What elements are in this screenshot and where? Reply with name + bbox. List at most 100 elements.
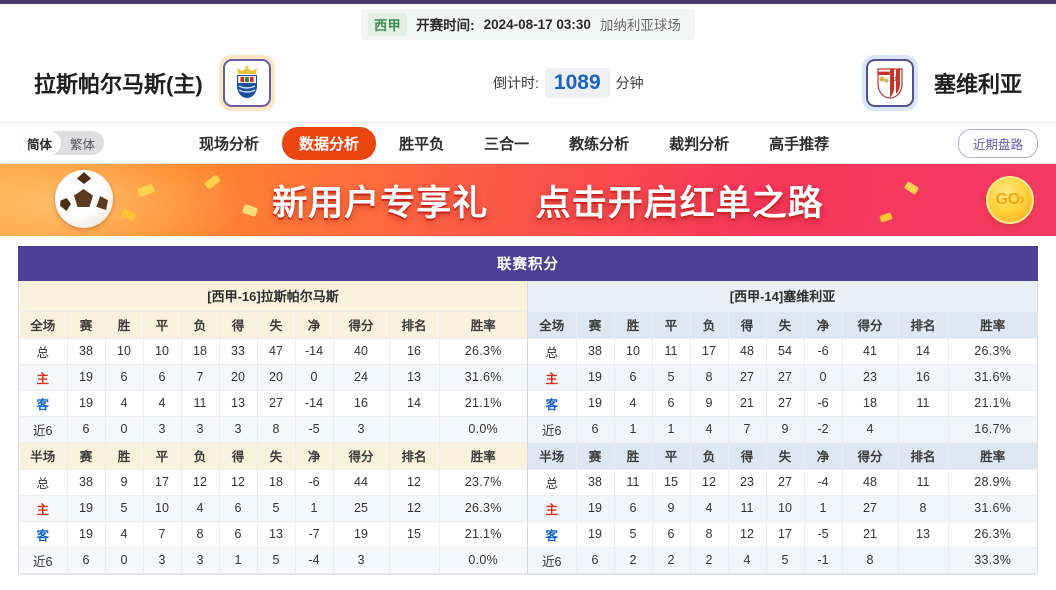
home-team-name: 拉斯帕尔马斯(主) <box>34 72 203 97</box>
column-header-cell: 负 <box>690 311 729 339</box>
content-area: 联赛积分 [西甲-16]拉斯帕尔马斯 全场赛胜平负得失净得分 排名 胜率总 38 10 10… <box>0 236 1056 575</box>
countdown-value: 1089 <box>544 68 610 98</box>
stat-cell: 16 <box>389 338 440 365</box>
table-row: 主 19 6 5 8 27 27 0 23 16 31.6% <box>528 364 1037 391</box>
column-header-cell: 净 <box>804 442 843 470</box>
stat-cell: 23 <box>842 364 899 391</box>
stat-cell: 38 <box>67 338 106 365</box>
stat-cell: 1 <box>804 495 843 522</box>
column-header-cell: 半场 <box>528 442 577 470</box>
stat-cell: 6 <box>67 416 106 443</box>
stat-cell: 13 <box>898 521 949 548</box>
column-header-cell: 胜 <box>614 442 653 470</box>
stat-cell: 5 <box>257 547 296 574</box>
column-header-cell: 赛 <box>67 311 106 339</box>
match-info-pill: 西甲 开赛时间: 2024-08-17 03:30 加纳利亚球场 <box>361 8 695 40</box>
stat-cell: 13 <box>257 521 296 548</box>
stat-cell: 9 <box>766 416 805 443</box>
home-team-block[interactable]: 拉斯帕尔马斯(主) <box>34 55 275 111</box>
stat-cell: 27 <box>257 390 296 417</box>
away-team-block[interactable]: ɗ 塞维利亚 <box>861 55 1022 111</box>
stat-cell: 15 <box>652 469 691 496</box>
stat-cell: 18 <box>181 338 220 365</box>
row-label-cell: 主 <box>528 495 577 522</box>
home-team-crest-icon <box>218 55 275 111</box>
stat-cell <box>898 547 949 574</box>
table-row: 客 19 4 6 9 21 27 -6 18 11 21.1% <box>528 390 1037 417</box>
stat-cell: 6 <box>614 495 653 522</box>
stat-cell: 4 <box>728 547 767 574</box>
stat-cell: 10 <box>143 338 182 365</box>
stat-cell: 2 <box>652 547 691 574</box>
column-header-cell: 排名 <box>898 442 949 470</box>
column-header-cell: 净 <box>295 442 334 470</box>
row-label-cell: 近6 <box>528 547 577 574</box>
stat-cell: 6 <box>105 364 144 391</box>
stat-cell: 27 <box>766 469 805 496</box>
tab-live-analysis[interactable]: 现场分析 <box>199 135 260 153</box>
stat-cell: 4 <box>842 416 899 443</box>
recent-odds-button[interactable]: 近期盘路 <box>957 128 1038 158</box>
column-header-cell: 平 <box>652 311 691 339</box>
stat-cell: 17 <box>766 521 805 548</box>
table-row: 总 38 10 11 17 48 54 -6 41 14 26.3% <box>528 338 1037 365</box>
table-row: 总 38 9 17 12 12 18 -6 44 12 23.7% <box>19 469 527 496</box>
soccer-ball-icon <box>55 170 113 228</box>
tab-expert-picks[interactable]: 高手推荐 <box>769 135 830 153</box>
stat-cell: -6 <box>804 338 843 365</box>
confetti-ribbon <box>879 212 893 223</box>
lang-option-simplified[interactable]: 简体 <box>18 131 62 155</box>
column-header-cell: 胜率 <box>439 442 527 470</box>
row-label-cell: 主 <box>528 364 577 391</box>
stat-cell: 3 <box>181 547 220 574</box>
table-row: 总 38 11 15 12 23 27 -4 48 11 28.9% <box>528 469 1037 496</box>
stat-cell: 38 <box>67 469 106 496</box>
away-table-body: [西甲-14]塞维利亚 全场赛胜平负得失净得分 排名 胜率总 38 10 11 17 48 54-… <box>528 281 1037 574</box>
tab-win-draw-lose[interactable]: 胜平负 <box>399 135 445 153</box>
win-rate-cell: 26.3% <box>948 521 1037 548</box>
match-info-bar: 西甲 开赛时间: 2024-08-17 03:30 加纳利亚球场 <box>0 4 1056 44</box>
stat-cell: 1 <box>652 416 691 443</box>
language-toggle[interactable]: 简体 繁体 <box>18 131 105 155</box>
stat-cell: 10 <box>614 338 653 365</box>
stat-cell: 16 <box>333 390 390 417</box>
column-header-cell: 得 <box>728 311 767 339</box>
stat-cell: 3 <box>143 547 182 574</box>
stat-cell: 4 <box>181 495 220 522</box>
banner-go-button[interactable]: GO› <box>986 176 1034 224</box>
stat-cell: 38 <box>576 338 615 365</box>
stat-cell: 38 <box>576 469 615 496</box>
stat-cell: 18 <box>842 390 899 417</box>
table-row: 客 19 5 6 8 12 17 -5 21 13 26.3% <box>528 521 1037 548</box>
column-header-cell: 失 <box>257 311 296 339</box>
win-rate-cell: 23.7% <box>439 469 527 496</box>
stat-cell: 48 <box>842 469 899 496</box>
win-rate-cell: 21.1% <box>948 390 1037 417</box>
row-label-cell: 近6 <box>19 547 68 574</box>
stat-cell: 4 <box>614 390 653 417</box>
row-label-cell: 总 <box>19 469 68 496</box>
table-row: 总 38 10 10 18 33 47 -14 40 16 26.3% <box>19 338 527 365</box>
tab-three-in-one[interactable]: 三合一 <box>484 135 530 153</box>
stat-cell: -6 <box>295 469 334 496</box>
tab-coach-analysis[interactable]: 教练分析 <box>569 135 630 153</box>
stat-cell: 1 <box>295 495 334 522</box>
stat-cell: 19 <box>576 364 615 391</box>
tab-referee-analysis[interactable]: 裁判分析 <box>669 135 730 153</box>
promo-banner[interactable]: 新用户专享礼 点击开启红单之路 GO› <box>0 164 1056 236</box>
row-label-cell: 客 <box>19 521 68 548</box>
column-header-cell: 得分 <box>842 311 899 339</box>
stat-cell <box>898 416 949 443</box>
stat-cell: 4 <box>105 521 144 548</box>
table-row: 主 19 5 10 4 6 5 1 25 12 26.3% <box>19 495 527 522</box>
stat-cell: 6 <box>143 364 182 391</box>
tab-data-analysis[interactable]: 数据分析 <box>282 126 377 160</box>
stat-cell: 12 <box>728 521 767 548</box>
lang-option-traditional[interactable]: 繁体 <box>70 137 96 152</box>
stat-cell: 9 <box>652 495 691 522</box>
stat-cell: -14 <box>295 390 334 417</box>
stat-cell: 19 <box>576 495 615 522</box>
stat-cell: 10 <box>105 338 144 365</box>
stat-cell: 2 <box>690 547 729 574</box>
win-rate-cell: 31.6% <box>948 364 1037 391</box>
